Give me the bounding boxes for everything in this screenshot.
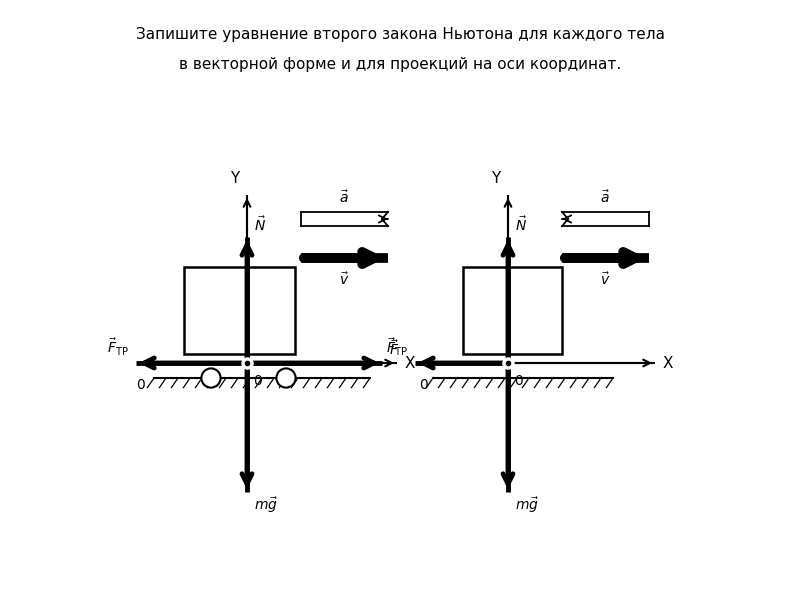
Bar bbox=[463, 267, 562, 354]
Text: Y: Y bbox=[230, 171, 240, 186]
Text: $\vec{N}$: $\vec{N}$ bbox=[515, 215, 527, 234]
Text: $\vec{F}_{\mathrm{TP}}$: $\vec{F}_{\mathrm{TP}}$ bbox=[107, 337, 129, 358]
Text: в векторной форме и для проекций на оси координат.: в векторной форме и для проекций на оси … bbox=[179, 57, 621, 72]
Text: Y: Y bbox=[491, 171, 501, 186]
Circle shape bbox=[277, 368, 296, 388]
Circle shape bbox=[202, 368, 221, 388]
Text: $m\vec{g}$: $m\vec{g}$ bbox=[254, 495, 278, 515]
Text: $\vec{a}$: $\vec{a}$ bbox=[600, 189, 610, 206]
Text: X: X bbox=[663, 355, 674, 370]
Text: $\vec{v}$: $\vec{v}$ bbox=[600, 271, 610, 288]
Text: 0: 0 bbox=[136, 378, 145, 392]
Text: $\vec{F}$: $\vec{F}$ bbox=[389, 340, 399, 358]
Text: 0: 0 bbox=[514, 374, 522, 388]
Text: $\vec{a}$: $\vec{a}$ bbox=[339, 189, 350, 206]
Text: $\vec{N}$: $\vec{N}$ bbox=[254, 215, 266, 234]
Text: $\vec{F}_{\mathrm{TP}}$: $\vec{F}_{\mathrm{TP}}$ bbox=[386, 337, 408, 358]
Text: Запишите уравнение второго закона Ньютона для каждого тела: Запишите уравнение второго закона Ньютон… bbox=[135, 27, 665, 42]
Bar bbox=[184, 267, 295, 354]
Text: $m\vec{g}$: $m\vec{g}$ bbox=[515, 495, 539, 515]
Text: X: X bbox=[404, 355, 414, 370]
Text: 0: 0 bbox=[419, 378, 428, 392]
Text: 0: 0 bbox=[253, 374, 262, 388]
Text: $\vec{v}$: $\vec{v}$ bbox=[339, 271, 350, 288]
